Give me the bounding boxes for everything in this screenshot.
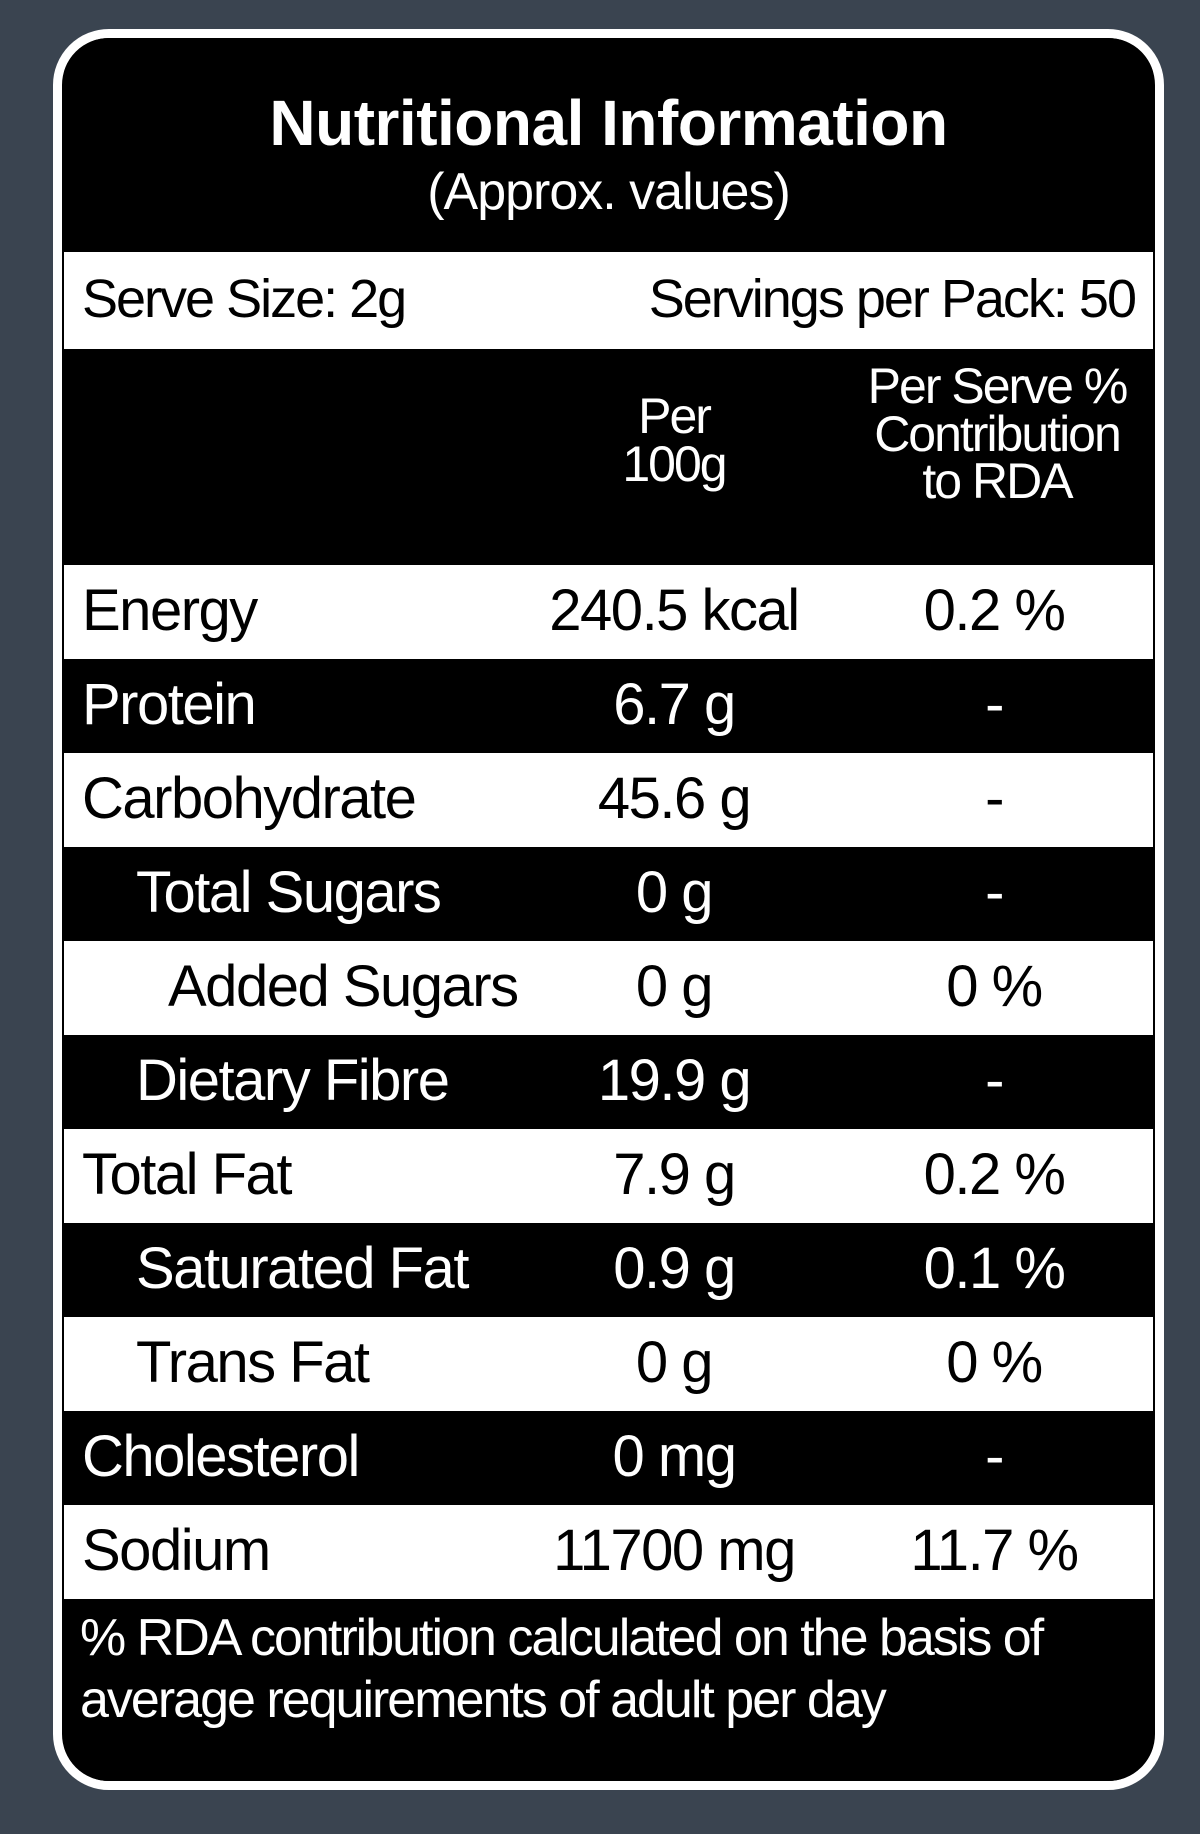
per-100g: 240.5 kcal xyxy=(549,578,800,643)
nutrient-name: Protein xyxy=(82,672,257,737)
footnote: % RDA contribution calculated on the bas… xyxy=(80,1609,1044,1730)
rda-percent: 0.1 % xyxy=(923,1236,1066,1301)
per-100g: 0 g xyxy=(635,954,714,1019)
nutrient-name: Total Sugars xyxy=(136,860,442,925)
per-100g: 7.9 g xyxy=(613,1142,736,1207)
rda-percent: - xyxy=(985,860,1004,925)
table-row: Cholesterol 0 mg - xyxy=(64,1411,1153,1505)
table-row: Energy 240.5 kcal 0.2 % xyxy=(64,565,1153,659)
header: Nutritional Information (Approx. values) xyxy=(64,38,1153,252)
nutrient-name: Trans Fat xyxy=(136,1330,370,1395)
per-100g: 0.9 g xyxy=(613,1236,736,1301)
nutrient-name: Saturated Fat xyxy=(136,1236,469,1301)
nutrient-name: Sodium xyxy=(82,1518,271,1583)
table-row: Protein 6.7 g - xyxy=(64,659,1153,753)
table-row: Total Sugars 0 g - xyxy=(64,847,1153,941)
title: Nutritional Information xyxy=(269,87,948,159)
serve-size: Serve Size: 2g xyxy=(82,269,407,329)
rda-percent: 0 % xyxy=(946,1330,1043,1395)
column-label: Per Serve % Contribution to RDA xyxy=(867,358,1129,509)
rda-percent: 11.7 % xyxy=(910,1518,1079,1583)
table-row: Added Sugars 0 g 0 % xyxy=(64,941,1153,1035)
rda-percent: 0.2 % xyxy=(923,578,1066,643)
rda-percent: - xyxy=(985,672,1004,737)
per-100g: 19.9 g xyxy=(597,1048,752,1113)
subtitle: (Approx. values) xyxy=(427,163,791,221)
rda-percent: 0 % xyxy=(946,954,1043,1019)
nutrient-name: Added Sugars xyxy=(168,954,519,1019)
per-100g: 11700 mg xyxy=(553,1518,796,1583)
nutrient-name: Energy xyxy=(82,578,258,643)
servings-per-pack: Servings per Pack: 50 xyxy=(648,269,1137,329)
per-100g: 6.7 g xyxy=(613,672,736,737)
rda-percent: - xyxy=(985,1424,1004,1489)
column-label: Per 100g xyxy=(622,388,727,492)
table-row: Sodium 11700 mg 11.7 % xyxy=(64,1505,1153,1599)
table-row: Carbohydrate 45.6 g - xyxy=(64,753,1153,847)
table-row: Saturated Fat 0.9 g 0.1 % xyxy=(64,1223,1153,1317)
table-row: Dietary Fibre 19.9 g - xyxy=(64,1035,1153,1129)
nutrient-name: Cholesterol xyxy=(82,1424,360,1489)
serving-info: Serve Size: 2g Servings per Pack: 50 xyxy=(64,252,1153,349)
table-row: Total Fat 7.9 g 0.2 % xyxy=(64,1129,1153,1223)
nutrient-name: Dietary Fibre xyxy=(136,1048,450,1113)
column-header: Per 100g Per Serve % Contribution to RDA xyxy=(64,349,1153,565)
nutrient-name: Carbohydrate xyxy=(82,766,417,831)
rda-percent: - xyxy=(985,1048,1004,1113)
rda-percent: 0.2 % xyxy=(923,1142,1066,1207)
per-100g: 0 g xyxy=(635,860,714,925)
per-100g: 0 mg xyxy=(612,1424,737,1489)
nutrition-label: Nutritional Information (Approx. values)… xyxy=(53,29,1164,1790)
per-100g: 0 g xyxy=(635,1330,714,1395)
rda-percent: - xyxy=(985,766,1004,831)
nutrient-name: Total Fat xyxy=(82,1142,292,1207)
per-100g: 45.6 g xyxy=(597,766,752,831)
table-row: Trans Fat 0 g 0 % xyxy=(64,1317,1153,1411)
footer: % RDA contribution calculated on the bas… xyxy=(64,1599,1153,1781)
